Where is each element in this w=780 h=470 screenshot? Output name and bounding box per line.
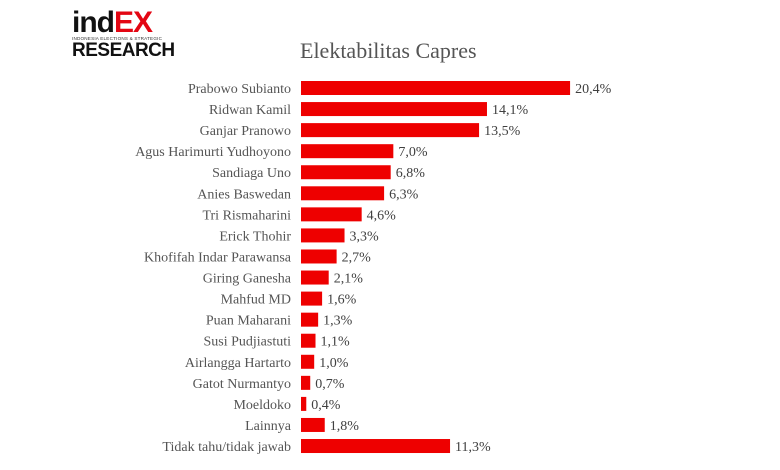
category-label: Puan Maharani — [206, 314, 291, 329]
category-label: Ridwan Kamil — [209, 103, 291, 118]
logo-tagline: INDONESIA ELECTIONS & STRATEGIC — [72, 36, 163, 41]
category-label: Agus Harimurti Yudhoyono — [135, 145, 291, 160]
category-label: Anies Baswedan — [197, 187, 291, 202]
bar — [301, 249, 337, 264]
bar — [301, 375, 311, 390]
category-label: Giring Ganesha — [203, 272, 292, 287]
bar — [301, 439, 451, 454]
bar — [301, 228, 345, 243]
bar — [301, 333, 316, 348]
category-label: Khofifah Indar Parawansa — [144, 250, 292, 265]
value-label: 11,3% — [455, 440, 491, 455]
logo-ind: ind — [72, 6, 115, 39]
value-label: 1,8% — [330, 419, 360, 434]
value-label: 0,7% — [315, 377, 345, 392]
category-label: Susi Pudjiastuti — [203, 335, 291, 350]
category-label: Gatot Nurmantyo — [193, 377, 291, 392]
category-label: Moeldoko — [233, 398, 291, 413]
value-label: 1,0% — [319, 356, 349, 371]
value-label: 2,7% — [342, 250, 372, 265]
value-label: 6,3% — [389, 187, 419, 202]
value-label: 2,1% — [334, 272, 364, 287]
category-label: Mahfud MD — [221, 293, 291, 308]
category-label: Lainnya — [245, 419, 292, 434]
bar — [301, 144, 394, 159]
index-research-logo: indEX INDONESIA ELECTIONS & STRATEGIC RE… — [72, 8, 182, 64]
bar — [301, 396, 307, 411]
bar — [301, 186, 385, 201]
bar — [301, 270, 329, 285]
value-label: 1,3% — [323, 314, 353, 329]
logo-research: RESEARCH — [72, 40, 175, 61]
category-label: Ganjar Pranowo — [200, 124, 291, 139]
value-label: 1,1% — [321, 335, 351, 350]
bar — [301, 123, 480, 138]
value-label: 1,6% — [327, 293, 357, 308]
category-label: Sandiaga Uno — [212, 166, 291, 181]
logo-ex: EX — [114, 6, 153, 39]
bar — [301, 81, 571, 95]
value-label: 4,6% — [367, 208, 397, 223]
category-label: Prabowo Subianto — [188, 82, 291, 97]
bar — [301, 417, 325, 432]
bar — [301, 354, 315, 369]
logo-wordmark: indEX — [72, 8, 182, 38]
value-label: 6,8% — [396, 166, 426, 181]
value-label: 13,5% — [484, 124, 521, 139]
value-label: 14,1% — [492, 103, 529, 118]
chart-title: Elektabilitas Capres — [300, 38, 477, 63]
category-label: Tidak tahu/tidak jawab — [162, 440, 291, 455]
category-label: Airlangga Hartarto — [185, 356, 291, 371]
value-label: 20,4% — [575, 82, 612, 97]
bar — [301, 165, 391, 180]
bar — [301, 291, 323, 306]
category-label: Tri Rismaharini — [202, 208, 291, 223]
value-label: 7,0% — [398, 145, 428, 160]
value-label: 0,4% — [311, 398, 341, 413]
category-label: Erick Thohir — [219, 229, 291, 244]
bar — [301, 312, 319, 327]
bar — [301, 102, 487, 117]
value-label: 3,3% — [350, 229, 380, 244]
bar — [301, 207, 362, 222]
